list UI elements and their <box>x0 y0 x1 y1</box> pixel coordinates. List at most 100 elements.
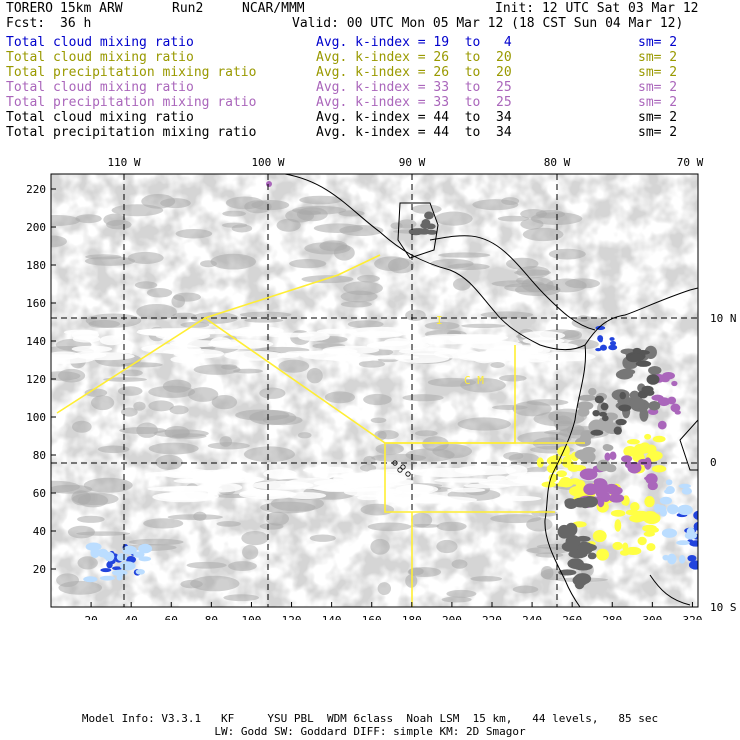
y-tick-label: 80 <box>33 449 46 462</box>
legend-row: Total precipitation mixing ratio Avg. k-i… <box>6 95 736 110</box>
cloud-patch <box>360 503 395 516</box>
light-blue-cloud-cell <box>85 542 102 551</box>
purple-cloud-cell <box>671 380 678 387</box>
cloud-patch <box>309 534 336 542</box>
cloud-patch <box>522 227 564 242</box>
island <box>405 471 411 477</box>
y-tick-label: 160 <box>26 297 46 310</box>
x-tick-label: 140 <box>322 614 342 620</box>
cloud-patch <box>77 556 98 570</box>
cloud-patch <box>405 309 426 321</box>
legend-smoothing: sm= 2 <box>638 35 678 50</box>
coastline <box>284 174 586 350</box>
cloud-patch <box>148 385 196 398</box>
model-info: Model Info: V3.3.1 KF YSU PBL WDM 6class… <box>81 712 659 725</box>
purple-cloud-cell <box>266 181 272 187</box>
cloud-patch <box>492 404 528 410</box>
legend-field-name: Total cloud mixing ratio <box>6 80 194 95</box>
purple-cloud-cell <box>670 403 681 413</box>
cloud-patch <box>56 573 79 587</box>
dark-cloud-cell <box>565 534 581 548</box>
clear-streak <box>169 340 224 348</box>
gray-cloud-cell <box>579 450 596 464</box>
clear-streak <box>367 355 420 360</box>
clear-streak <box>538 342 578 351</box>
cloud-patch <box>221 222 248 228</box>
cloud-patch <box>306 368 323 384</box>
cloud-patch <box>411 512 433 528</box>
cloud-patch <box>97 445 130 454</box>
cloud-patch <box>243 446 295 463</box>
legend-field-name: Total cloud mixing ratio <box>6 35 194 50</box>
cloud-patch <box>259 387 286 399</box>
blue-cloud-cell <box>598 337 603 343</box>
cloud-patch <box>160 198 191 209</box>
clear-streak <box>434 478 493 483</box>
light-blue-cloud-cell <box>664 489 673 495</box>
model-name: TORERO <box>6 1 53 16</box>
clear-streak <box>162 348 205 355</box>
cloud-patch <box>244 200 272 214</box>
light-blue-cloud-cell <box>111 569 128 576</box>
purple-cloud-cell <box>657 420 667 430</box>
clear-streak <box>74 351 107 359</box>
cloud-patch <box>470 576 503 582</box>
light-blue-cloud-cell <box>677 504 693 516</box>
cloud-patch <box>241 530 269 546</box>
cloud-patch <box>84 388 108 397</box>
cloud-patch <box>363 393 392 406</box>
cloud-patch <box>340 301 372 308</box>
yellow-cloud-cell <box>614 519 622 532</box>
clear-streak <box>239 489 289 497</box>
cloud-patch <box>441 596 472 603</box>
yellow-cloud-cell <box>633 443 647 455</box>
gray-cloud-cell <box>596 459 611 472</box>
clear-streak <box>383 337 411 347</box>
clear-streak <box>71 330 100 340</box>
cloud-patch <box>447 263 490 271</box>
light-blue-cloud-cell <box>133 551 145 558</box>
cloud-patch <box>51 480 80 493</box>
cloud-patch <box>134 281 158 289</box>
legend-smoothing: sm= 2 <box>638 50 678 65</box>
yellow-cloud-cell <box>546 455 563 466</box>
legend-smoothing: sm= 2 <box>638 95 678 110</box>
clear-streak <box>463 483 511 489</box>
purple-cloud-cell <box>599 490 609 498</box>
cloud-patch <box>503 452 524 460</box>
longitude-label: 100 W <box>251 156 284 169</box>
cloud-patch <box>51 214 81 226</box>
region-label: I <box>436 314 443 327</box>
cloud-patch <box>260 501 316 514</box>
legend-row: Total cloud mixing ratio Avg. k-index = 2… <box>6 50 736 65</box>
yellow-cloud-cell <box>548 473 558 483</box>
cloud-patch <box>77 515 105 523</box>
cloud-patch <box>452 277 471 291</box>
cloud-patch <box>51 235 67 248</box>
domain-outline: I C M <box>56 254 585 607</box>
cloud-patch <box>57 368 86 383</box>
longitude-label: 80 W <box>544 156 571 169</box>
purple-cloud-cell <box>645 473 658 485</box>
cloud-patch <box>222 210 246 217</box>
cloud-patch <box>143 518 184 529</box>
cloud-patch <box>347 320 384 329</box>
purple-cloud-cell <box>608 493 625 503</box>
clear-streak <box>347 477 414 487</box>
dark-cloud-cell <box>564 498 578 509</box>
dark-cloud-cell <box>618 404 632 412</box>
run-label: Run2 <box>172 1 204 16</box>
cloud-patch <box>193 511 207 521</box>
clear-streak <box>250 480 314 490</box>
cloud-patch <box>357 274 380 283</box>
cloud-patch <box>377 582 392 596</box>
gray-cloud-cell <box>602 443 612 451</box>
coastline <box>584 287 698 346</box>
cloud-patch <box>461 323 506 329</box>
region-label: C M <box>464 374 484 387</box>
yellow-cloud-cell <box>556 470 567 478</box>
y-tick-label: 180 <box>26 259 46 272</box>
yellow-cloud-cell <box>569 478 581 485</box>
cloud-patch <box>103 377 147 382</box>
clear-streak <box>357 494 382 501</box>
